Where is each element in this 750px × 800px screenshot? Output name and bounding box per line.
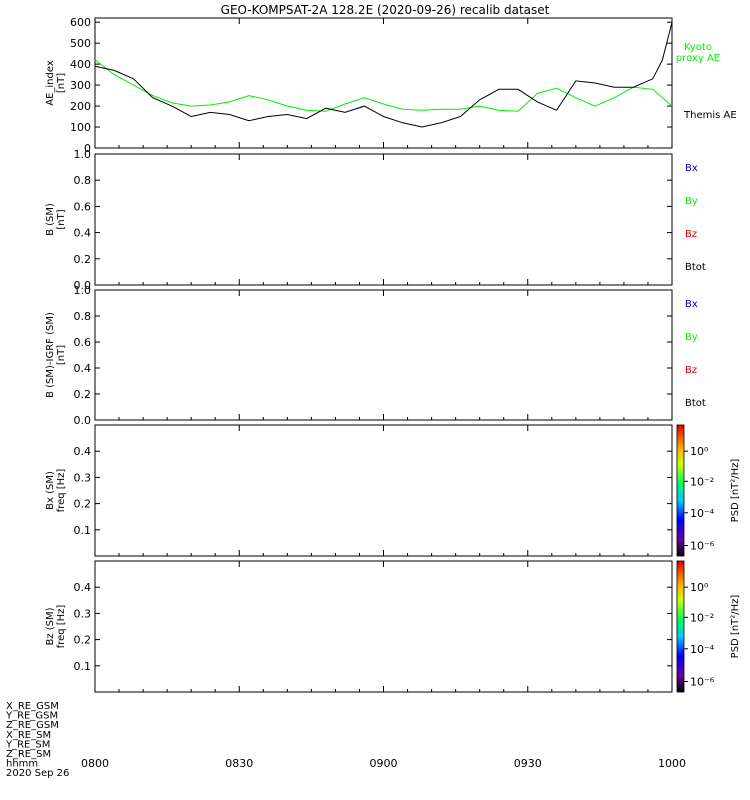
x-tick-label: 0830 (225, 757, 253, 770)
y-tick-label: 0 (84, 142, 91, 155)
colorbar-tick-label: 10⁻⁶ (690, 676, 715, 689)
panel-3: 0.0 0.2 0.4 0.6 0.8 1.0 B (SM)-IGRF (SM) [nT] Bx… (45, 284, 706, 427)
legend-entry-kyoto: Kyoto (684, 42, 712, 53)
legend-entry-by: By (685, 196, 698, 207)
y-axis-label: freq [Hz] (56, 605, 67, 649)
y-tick-label: 0.2 (74, 498, 92, 511)
plot-frame (94, 560, 673, 693)
panel-1: 0 100 200 300 400 500 600 AE_index [nT] Kyotoprox… (45, 16, 737, 155)
colorbar-tick-label: 10⁻² (690, 611, 714, 624)
y-tick-label: 300 (70, 79, 91, 92)
y-tick-label: 0.4 (74, 227, 92, 240)
y-tick-label: 1.0 (74, 284, 92, 297)
x-row-label: X_RE_SM (6, 730, 51, 741)
colorbar-label: PSD [nT²/Hz] (730, 595, 741, 659)
y-tick-label: 0.1 (74, 660, 92, 673)
y-tick-label: 600 (70, 16, 91, 29)
panel-4: 0.1 0.2 0.3 0.4 Bx (SM) freq [Hz] 10⁰ 10⁻² 10⁻⁴ 1… (45, 424, 741, 557)
colorbar-tick-label: 10⁻⁶ (690, 540, 715, 553)
y-tick-label: 0.4 (74, 581, 92, 594)
y-axis-label: B (SM)-IGRF (SM) (45, 312, 56, 398)
legend-entry-btot: Btot (685, 262, 706, 273)
y-tick-label: 100 (70, 121, 91, 134)
y-tick-label: 0.1 (74, 524, 92, 537)
y-tick-label: 0.4 (74, 445, 92, 458)
x-tick-label: 0800 (81, 757, 109, 770)
x-row-label: X_RE_GSM (6, 701, 59, 712)
legend-entry-bz: Bz (685, 365, 697, 376)
y-tick-label: 500 (70, 37, 91, 50)
colorbar-tick-label: 10⁰ (690, 581, 709, 594)
colorbar-tick-label: 10⁻² (690, 475, 714, 488)
y-tick-label: 0.8 (74, 310, 92, 323)
y-tick-label: 0.0 (74, 414, 92, 427)
legend-entry-kyoto: proxy AE (676, 53, 720, 64)
y-axis-label: Bx (SM) (45, 471, 56, 510)
colorbar-tick-label: 10⁻⁴ (690, 643, 715, 656)
colorbar-tick-label: 10⁻⁴ (690, 507, 715, 520)
y-tick-label: 0.3 (74, 471, 92, 484)
series-line-themis-ae (94, 22, 673, 128)
y-tick-label: 0.0 (74, 279, 92, 292)
y-tick-label: 0.2 (74, 388, 92, 401)
x-row-label: Y_RE_SM (5, 739, 50, 750)
y-axis-label: B (SM) (45, 203, 56, 236)
y-tick-label: 400 (70, 58, 91, 71)
y-tick-label: 0.2 (74, 253, 92, 266)
legend-entry-bz: Bz (685, 229, 697, 240)
y-tick-label: 0.3 (74, 607, 92, 620)
legend-entry-themis: Themis AE (683, 110, 737, 121)
y-axis-label: AE_index (45, 60, 56, 106)
y-axis-label: [nT] (56, 73, 67, 93)
panel-5: 0.1 0.2 0.3 0.4 Bz (SM) freq [Hz] 10⁰ 10⁻² 10⁻⁴ 1… (45, 560, 741, 693)
y-axis-label: Bz (SM) (45, 607, 56, 645)
legend-entry-bx: Bx (685, 163, 698, 174)
plot-frame (94, 17, 673, 149)
x-tick-label: 0930 (514, 757, 542, 770)
y-tick-label: 200 (70, 100, 91, 113)
legend-entry-btot: Btot (685, 398, 706, 409)
plot-frame (94, 424, 673, 557)
y-tick-label: 0.4 (74, 362, 92, 375)
y-tick-label: 1.0 (74, 148, 92, 161)
x-tick-label: 0900 (370, 757, 398, 770)
y-tick-label: 0.6 (74, 200, 92, 213)
y-axis-label: freq [Hz] (56, 469, 67, 513)
plot-frame (94, 153, 673, 286)
y-tick-label: 0.8 (74, 174, 92, 187)
y-tick-label: 0.6 (74, 336, 92, 349)
plot-frame (94, 289, 673, 421)
x-tick-label: 1000 (658, 757, 686, 770)
chart-title: GEO-KOMPSAT-2A 128.2E (2020-09-26) recal… (221, 3, 550, 17)
x-row-label: hhmm (6, 759, 38, 770)
colorbar (676, 424, 685, 557)
colorbar-label: PSD [nT²/Hz] (730, 459, 741, 523)
x-row-label: Z_RE_SM (6, 749, 51, 760)
x-row-label: Z_RE_GSM (6, 720, 59, 731)
y-axis-label: [nT] (56, 209, 67, 229)
x-row-label: 2020 Sep 26 (6, 768, 69, 779)
series-line-kyoto-proxy-ae (94, 59, 673, 112)
panel-2: 0.0 0.2 0.4 0.6 0.8 1.0 B (SM) [nT] Bx By Bz Btot (45, 148, 706, 292)
y-tick-label: 0.2 (74, 634, 92, 647)
x-row-label: Y_RE_GSM (5, 711, 58, 722)
colorbar (676, 560, 685, 693)
colorbar-tick-label: 10⁰ (690, 445, 709, 458)
legend-entry-bx: Bx (685, 299, 698, 310)
legend-entry-by: By (685, 332, 698, 343)
y-axis-label: [nT] (56, 345, 67, 365)
